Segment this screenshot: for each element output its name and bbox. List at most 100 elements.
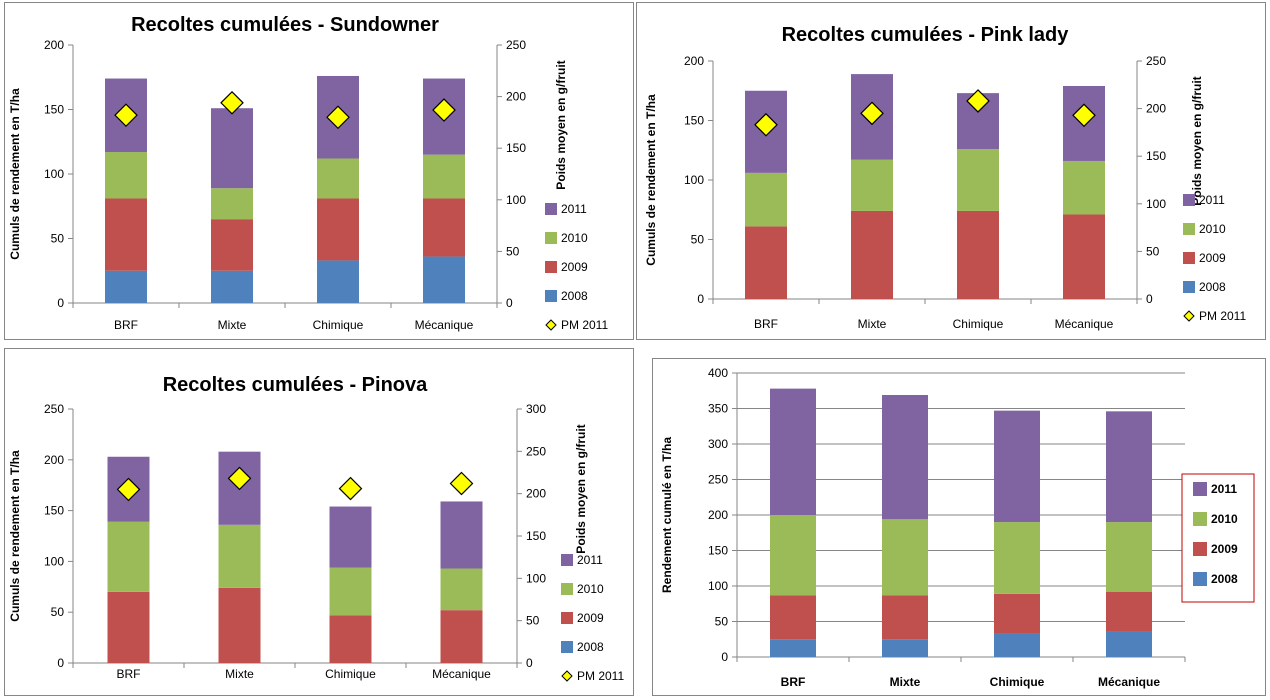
bar-segment-2011 <box>994 410 1040 523</box>
bar-segment-2011 <box>1106 411 1152 523</box>
bar-segment-2009 <box>105 198 147 271</box>
bar-segment-2008 <box>770 639 816 657</box>
y-tick-label: 200 <box>44 38 64 52</box>
legend-label: 2008 <box>561 289 588 303</box>
y-tick-label: 250 <box>708 473 728 487</box>
y-tick-label: 200 <box>708 508 728 522</box>
y2-tick-label: 300 <box>526 402 546 416</box>
y-tick-label: 50 <box>51 232 65 246</box>
y-tick-label: 150 <box>44 504 64 518</box>
y2-tick-label: 50 <box>1146 244 1160 258</box>
y-tick-label: 150 <box>44 103 64 117</box>
bar-segment-2008 <box>105 270 147 303</box>
legend-label: 2011 <box>1199 193 1225 207</box>
y2-tick-label: 150 <box>506 141 526 155</box>
x-category-label: Mécanique <box>432 667 491 681</box>
y2-tick-label: 150 <box>1146 149 1166 163</box>
legend-label: 2010 <box>1211 512 1238 526</box>
y-tick-label: 100 <box>44 554 64 568</box>
y2-tick-label: 250 <box>1146 54 1166 68</box>
y2-tick-label: 100 <box>1146 197 1166 211</box>
y2-tick-label: 0 <box>1146 292 1153 306</box>
y2-axis-title: Poids moyen en g/fruit <box>554 60 568 189</box>
bar-segment-2010 <box>770 515 816 596</box>
legend-swatch-pm-2011 <box>561 670 573 682</box>
pm-2011-marker <box>754 112 778 137</box>
bar-segment-2009 <box>1063 214 1105 299</box>
x-category-label: Chimique <box>990 675 1045 689</box>
chart-pink-lady: Recoltes cumulées - Pink lady 0 50 100 150 20… <box>644 24 1246 331</box>
chart-total: 0 50 100 150 200 250 300 350 400 BRF Mixte Chimique… <box>660 366 1255 689</box>
y-tick-label: 150 <box>708 544 728 558</box>
bar-segment-2010 <box>423 154 465 199</box>
x-category-label: Mixte <box>218 318 247 332</box>
legend-label: 2011 <box>577 553 603 567</box>
bar-segment-2011 <box>882 395 928 520</box>
x-category-label: Mixte <box>890 675 921 689</box>
bar-segment-2010 <box>851 159 893 211</box>
pm-2011-marker <box>326 105 350 130</box>
x-category-label: Mécanique <box>1055 317 1114 331</box>
y2-tick-label: 0 <box>506 296 513 310</box>
legend-label: PM 2011 <box>561 318 608 332</box>
chart-panel-total: 0 50 100 150 200 250 300 350 400 BRF Mixte Chimique… <box>652 358 1266 696</box>
pm-2011-marker <box>338 476 363 501</box>
y-axis-title: Cumuls de rendement en T/ha <box>8 88 22 260</box>
legend-swatch-2008 <box>1193 572 1207 586</box>
legend-swatch-pm-2011 <box>545 319 557 331</box>
legend-swatch-2010 <box>1183 223 1195 235</box>
x-category-label: BRF <box>754 317 778 331</box>
y-tick-label: 100 <box>684 173 704 187</box>
legend-label: 2009 <box>1211 542 1238 556</box>
bar-segment-2009 <box>745 226 787 299</box>
bar-segment-2008 <box>423 256 465 303</box>
legend-label: 2008 <box>577 640 604 654</box>
legend-label: 2008 <box>1199 280 1226 294</box>
bar-segment-2010 <box>882 519 928 596</box>
y2-tick-label: 100 <box>506 193 526 207</box>
legend-swatch-2011 <box>561 554 573 566</box>
legend-swatch-2009 <box>1183 252 1195 264</box>
y2-axis-title: Poids moyen en g/fruit <box>1190 76 1204 205</box>
y-tick-label: 0 <box>57 296 64 310</box>
y-tick-label: 50 <box>691 233 705 247</box>
pm-2011-marker <box>227 466 252 491</box>
y-tick-label: 350 <box>708 402 728 416</box>
bar-segment-2008 <box>1106 631 1152 657</box>
pm-2011-marker <box>220 90 244 115</box>
bar-segment-2009 <box>317 198 359 261</box>
y-axis-title: Cumuls de rendement en T/ha <box>8 450 22 622</box>
legend-swatch-2011 <box>1193 482 1207 496</box>
bar-segment-2008 <box>994 633 1040 657</box>
legend-swatch-2009 <box>561 612 573 624</box>
x-category-label: Mécanique <box>1098 675 1160 689</box>
legend-swatch-2010 <box>545 232 557 244</box>
y2-tick-label: 250 <box>526 444 546 458</box>
bar-segment-2010 <box>745 172 787 227</box>
legend-label: 2010 <box>561 231 588 245</box>
bar-segment-2009 <box>329 615 372 663</box>
y-tick-label: 150 <box>684 114 704 128</box>
bar-segment-2010 <box>957 149 999 211</box>
chart-panel-pink-lady: Recoltes cumulées - Pink lady 0 50 100 150 20… <box>636 2 1266 340</box>
y-tick-label: 50 <box>51 605 65 619</box>
bar-segment-2009 <box>423 198 465 257</box>
bar-segment-2009 <box>107 591 150 663</box>
bar-segment-2010 <box>440 568 483 611</box>
legend-swatch-2011 <box>545 203 557 215</box>
legend-label: 2011 <box>561 202 587 216</box>
bar-segment-2009 <box>770 595 816 640</box>
legend-swatch-2010 <box>561 583 573 595</box>
legend-swatch-2008 <box>561 641 573 653</box>
legend-swatch-2010 <box>1193 512 1207 526</box>
y2-tick-label: 50 <box>506 244 520 258</box>
bar-segment-2008 <box>211 270 253 303</box>
y-tick-label: 100 <box>44 167 64 181</box>
x-category-label: Mécanique <box>415 318 474 332</box>
y2-tick-label: 250 <box>506 38 526 52</box>
legend-swatch-2009 <box>545 261 557 273</box>
y-tick-label: 200 <box>44 453 64 467</box>
legend-swatch-2009 <box>1193 542 1207 556</box>
y2-tick-label: 0 <box>526 656 533 670</box>
y-axis-title: Cumuls de rendement en T/ha <box>644 94 658 266</box>
